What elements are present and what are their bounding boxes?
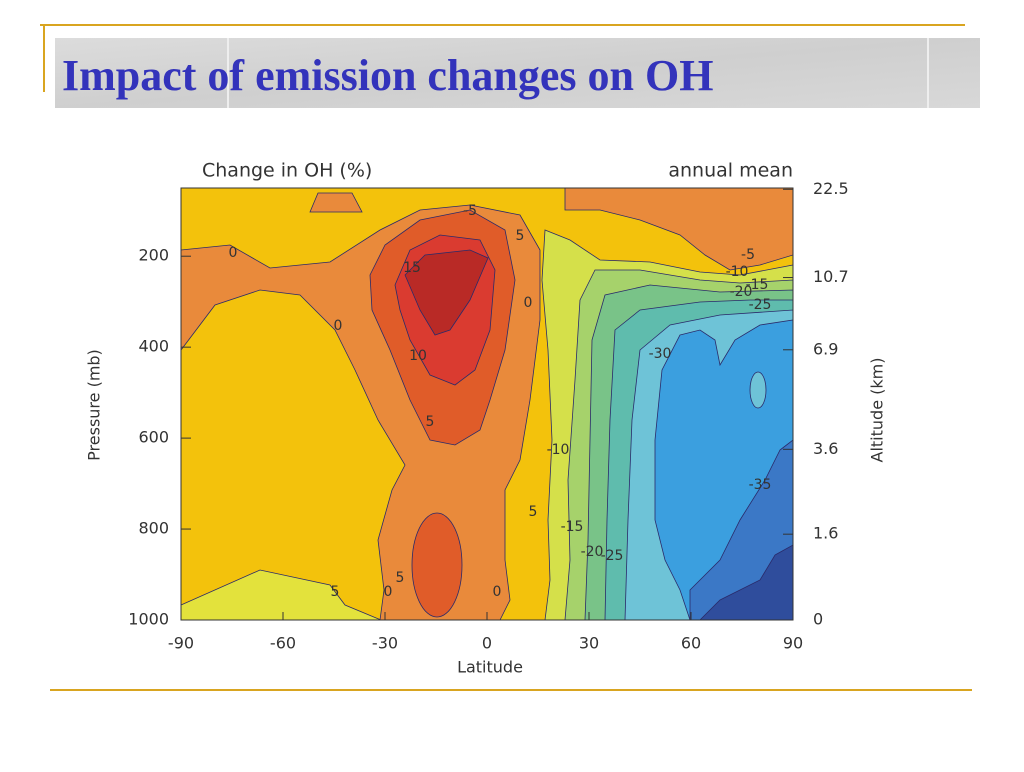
contour-label: 0 (229, 245, 238, 261)
y-tick-label: 1000 (128, 610, 169, 629)
contour-label: 5 (396, 570, 405, 586)
x-tick-label: -30 (372, 634, 398, 653)
contour-label: -35 (749, 477, 772, 493)
y-tick-label: 600 (138, 428, 169, 447)
contour-label: 5 (331, 584, 340, 600)
y2-tick-label: 10.7 (813, 267, 849, 286)
y2-tick-label: 1.6 (813, 524, 838, 543)
contour-label: 5 (529, 504, 538, 520)
contour-label: -5 (463, 203, 477, 219)
contour-region (749, 371, 767, 409)
chart-subtitle: annual mean (668, 160, 793, 182)
x-tick-label: 30 (579, 634, 599, 653)
title-band (55, 38, 980, 108)
contour-label: 5 (516, 228, 525, 244)
y-axis-label: Pressure (mb) (85, 349, 104, 461)
contour-label: -25 (749, 297, 772, 313)
contour-label: -20 (581, 544, 604, 560)
y2-axis-label: Altitude (km) (868, 358, 887, 463)
contour-label: 15 (403, 260, 421, 276)
y-tick-label: 400 (138, 337, 169, 356)
contour-region (411, 512, 463, 618)
y2-tick-label: 3.6 (813, 439, 838, 458)
x-tick-label: 0 (482, 634, 492, 653)
contour-label: -5 (741, 247, 755, 263)
contour-label: 0 (524, 295, 533, 311)
y2-tick-label: 22.5 (813, 179, 849, 198)
contour-label: -25 (601, 548, 624, 564)
contour-label: 0 (493, 584, 502, 600)
contour-label: -10 (726, 264, 749, 280)
slide-title: Impact of emission changes on OH (62, 51, 713, 100)
y-tick-label: 200 (138, 246, 169, 265)
x-tick-label: -60 (270, 634, 296, 653)
contour-region (404, 249, 489, 336)
y2-tick-label: 6.9 (813, 339, 838, 358)
x-tick-label: 60 (681, 634, 701, 653)
contour-label: -10 (547, 442, 570, 458)
contour-label: 0 (334, 318, 343, 334)
contour-label: 5 (426, 414, 435, 430)
chart-title: Change in OH (%) (202, 160, 372, 182)
contour-label: 10 (409, 348, 427, 364)
contour-region (309, 192, 363, 213)
y2-tick-label: 0 (813, 610, 823, 629)
x-tick-label: -90 (168, 634, 194, 653)
x-tick-label: 90 (783, 634, 803, 653)
contour-label: -15 (746, 277, 769, 293)
contour-label: -20 (730, 284, 753, 300)
contour-label: -30 (649, 346, 672, 362)
x-axis-label: Latitude (457, 658, 523, 677)
contour-label: -15 (561, 519, 584, 535)
contour-label: 0 (384, 584, 393, 600)
y-tick-label: 800 (138, 519, 169, 538)
